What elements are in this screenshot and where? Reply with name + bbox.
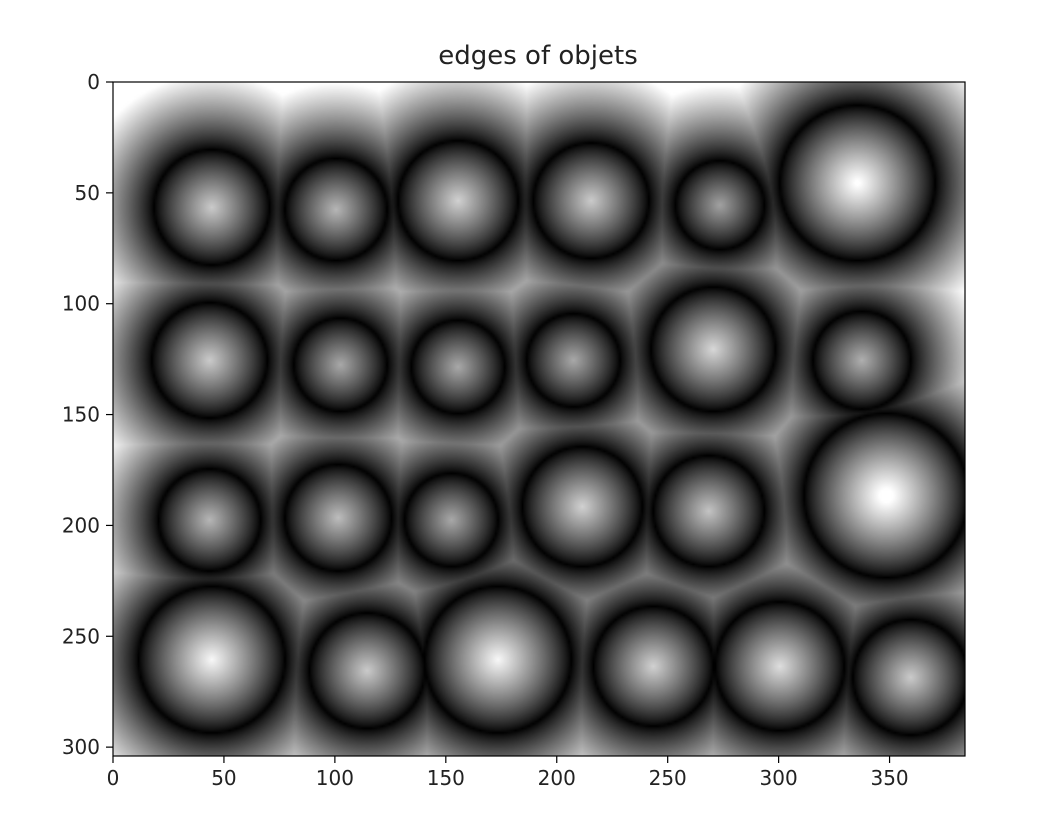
y-axis: 0 50 100 150 200 250 300 [62,70,113,759]
y-tick-label: 150 [62,403,100,427]
heatmap-image-holder [113,82,965,756]
y-tick-label: 50 [75,181,100,205]
x-tick-label: 150 [427,766,465,790]
axes-frame [112,81,966,757]
x-tick-label: 350 [870,766,908,790]
x-tick-label: 0 [107,766,120,790]
x-tick-label: 250 [649,766,687,790]
y-tick-label: 0 [87,70,100,94]
x-tick-label: 100 [316,766,354,790]
x-tick-label: 300 [760,766,798,790]
y-tick-label: 100 [62,292,100,316]
plot-area [112,81,966,757]
edge-distance-heatmap [113,82,965,756]
x-axis: 0 50 100 150 200 250 300 350 [107,756,909,790]
x-tick-label: 50 [211,766,236,790]
chart-title: edges of objets [438,41,638,71]
y-tick-label: 250 [62,624,100,648]
y-tick-label: 300 [62,735,100,759]
x-tick-label: 200 [538,766,576,790]
y-tick-label: 200 [62,513,100,537]
